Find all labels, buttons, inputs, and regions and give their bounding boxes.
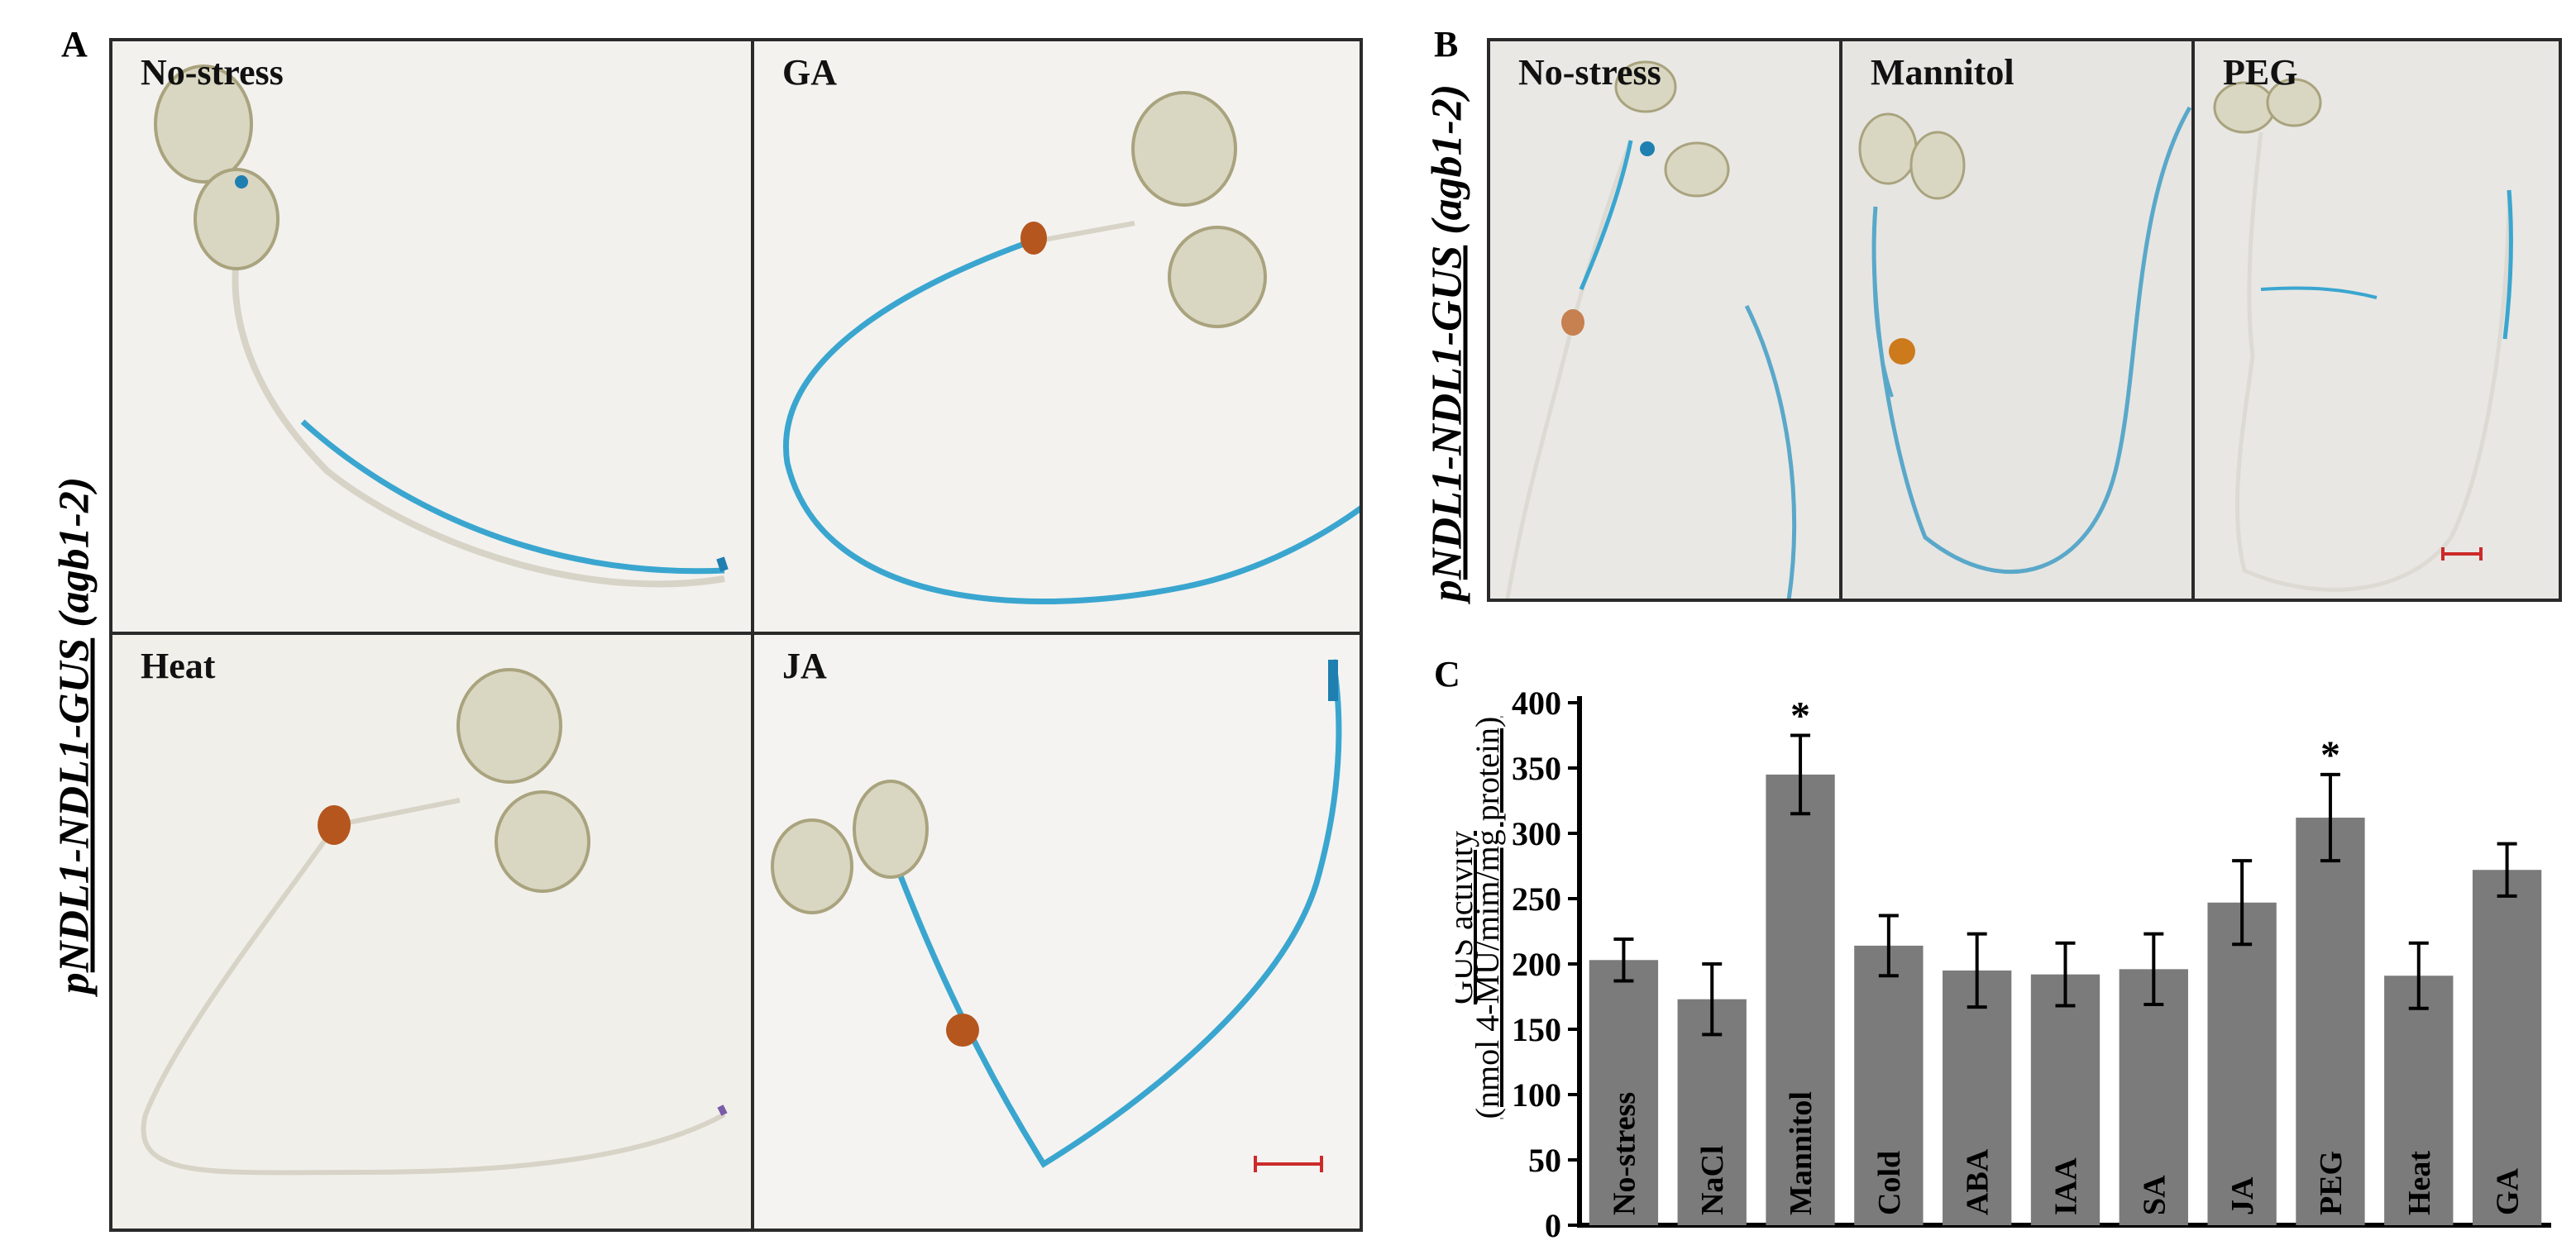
panel-b-tile-label: No-stress — [1518, 52, 1661, 93]
panel-a-tile-no-stress: No-stress — [109, 38, 754, 635]
panel-a-ylabel-strain: (agb1-2) — [50, 476, 98, 627]
y-tick-label: 250 — [1512, 880, 1561, 918]
y-axis-label-line2: (nmol 4-MU/mim/mg protein) — [1469, 717, 1506, 1119]
gus-activity-chart: GUS activity (nmol 4-MU/mim/mg protein) … — [1455, 685, 2551, 1240]
panel-b-tile-label: Mannitol — [1871, 52, 2014, 93]
y-tick-label: 200 — [1512, 946, 1561, 983]
bar-cold — [1854, 945, 1924, 1225]
y-tick-label: 300 — [1512, 815, 1561, 852]
bar-no-stress — [1589, 960, 1659, 1225]
y-axis-label-line1: GUS activity — [1455, 831, 1479, 1004]
y-tick-label: 50 — [1528, 1142, 1561, 1179]
x-tick-label: SA — [2137, 1175, 2172, 1215]
seedling-image — [2195, 41, 2559, 599]
panel-b-ylabel: pNDL1-NDL1-GUS (agb1-2) — [1423, 54, 1472, 632]
panel-b-ylabel-gene: NDL1-NDL1-GUS — [1423, 245, 1471, 580]
panel-b-ylabel-strain: (agb1-2) — [1423, 83, 1471, 235]
x-tick-label: No-stress — [1607, 1092, 1642, 1215]
bar-peg — [2296, 818, 2365, 1225]
x-tick-label: JA — [2225, 1176, 2260, 1215]
panel-b-tile-mannitol: Mannitol — [1839, 38, 2195, 602]
bar-mannitol — [1766, 774, 1835, 1225]
x-tick-label: NaCl — [1695, 1146, 1730, 1215]
seedling-image — [1490, 41, 1839, 599]
seedling-image — [754, 635, 1360, 1229]
panel-a-ylabel-prefix: p — [50, 972, 98, 995]
bar-heat — [2384, 976, 2454, 1225]
y-tick-label: 350 — [1512, 750, 1561, 787]
x-tick-label: GA — [2491, 1167, 2526, 1215]
panel-a-tile-label: Heat — [141, 646, 216, 686]
bar-sa — [2119, 969, 2188, 1225]
bar-iaa — [2030, 974, 2100, 1225]
panel-a-tile-label: JA — [782, 646, 827, 686]
x-tick-label: Cold — [1872, 1151, 1907, 1215]
panel-a-ylabel-gene: NDL1-NDL1-GUS — [50, 637, 98, 973]
significance-marker: * — [1790, 694, 1810, 738]
significance-marker: * — [2320, 733, 2340, 777]
bar-ga — [2472, 870, 2542, 1225]
panel-b-tile-peg: PEG — [2191, 38, 2562, 602]
panel-b-ylabel-prefix: p — [1423, 580, 1471, 602]
x-tick-label: IAA — [2049, 1157, 2084, 1215]
y-tick-label: 400 — [1512, 685, 1561, 722]
y-tick-label: 100 — [1512, 1076, 1561, 1114]
panel-c-letter: C — [1434, 654, 1460, 694]
seedling-image — [754, 41, 1360, 632]
y-tick-label: 0 — [1545, 1207, 1561, 1240]
panel-a-tile-label: GA — [782, 52, 837, 93]
panel-a-letter: A — [61, 24, 88, 64]
panel-b-tile-label: PEG — [2223, 52, 2298, 93]
panel-a-tile-heat: Heat — [109, 632, 754, 1232]
bar-nacl — [1677, 999, 1747, 1225]
panel-a-tile-label: No-stress — [141, 52, 284, 93]
panel-b-letter: B — [1434, 24, 1459, 64]
x-tick-label: ABA — [1961, 1148, 1995, 1215]
bar-aba — [1943, 970, 2012, 1225]
panel-a-ylabel: pNDL1-NDL1-GUS (agb1-2) — [50, 397, 99, 1075]
seedling-image — [112, 635, 751, 1229]
x-tick-label: Heat — [2402, 1151, 2437, 1215]
seedling-image — [1842, 41, 2191, 599]
y-tick-label: 150 — [1512, 1011, 1561, 1048]
panel-a-tile-ga: GA — [751, 38, 1363, 635]
seedling-image — [112, 41, 751, 632]
x-tick-label: PEG — [2314, 1151, 2349, 1215]
panel-a-tile-ja: JA — [751, 632, 1363, 1232]
x-tick-label: Mannitol — [1784, 1091, 1818, 1215]
panel-b-tile-no-stress: No-stress — [1487, 38, 1842, 602]
bar-ja — [2207, 902, 2277, 1225]
